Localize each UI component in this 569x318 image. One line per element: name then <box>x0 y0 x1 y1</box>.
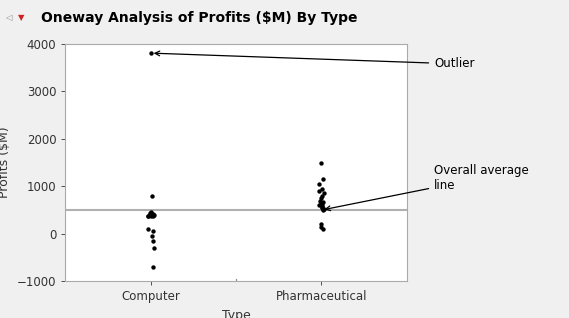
Point <box>319 199 328 204</box>
Text: Outlier: Outlier <box>155 51 475 70</box>
Point <box>319 176 328 182</box>
Point <box>318 204 327 209</box>
Point <box>149 212 158 217</box>
Point <box>318 206 327 211</box>
Point <box>146 213 155 218</box>
Point <box>318 186 327 191</box>
Point <box>149 245 158 251</box>
Point <box>314 203 323 208</box>
Point <box>316 224 325 229</box>
Point <box>146 212 155 218</box>
Point <box>148 212 157 218</box>
Point <box>320 207 329 212</box>
Point <box>147 211 156 217</box>
Point <box>316 222 325 227</box>
Point <box>144 214 153 219</box>
Point <box>315 198 324 203</box>
Point <box>148 265 157 270</box>
Point <box>149 238 158 244</box>
Point <box>147 210 156 215</box>
Text: ▼: ▼ <box>18 13 24 22</box>
Text: ◁: ◁ <box>5 13 11 22</box>
Point <box>147 213 156 218</box>
Point <box>315 181 324 186</box>
Point <box>143 226 152 232</box>
Point <box>148 234 157 239</box>
Point <box>317 200 326 205</box>
Point <box>146 211 155 216</box>
Point <box>149 212 158 217</box>
Point <box>318 208 327 213</box>
Text: Oneway Analysis of Profits ($M) By Type: Oneway Analysis of Profits ($M) By Type <box>41 11 357 25</box>
Point <box>147 193 156 198</box>
Point <box>318 205 327 210</box>
Point <box>318 202 327 207</box>
Point <box>317 160 326 165</box>
Point <box>143 213 152 218</box>
Point <box>318 226 327 232</box>
Point <box>147 51 156 56</box>
Point <box>149 213 158 218</box>
X-axis label: Type: Type <box>222 309 250 318</box>
Point <box>316 196 325 201</box>
Point <box>315 189 324 194</box>
Point <box>320 191 329 196</box>
Point <box>146 211 155 217</box>
Y-axis label: Profits ($M): Profits ($M) <box>0 127 11 198</box>
Point <box>317 193 326 198</box>
Point <box>146 211 155 216</box>
Text: Overall average
line: Overall average line <box>325 164 529 211</box>
Point <box>149 229 158 234</box>
